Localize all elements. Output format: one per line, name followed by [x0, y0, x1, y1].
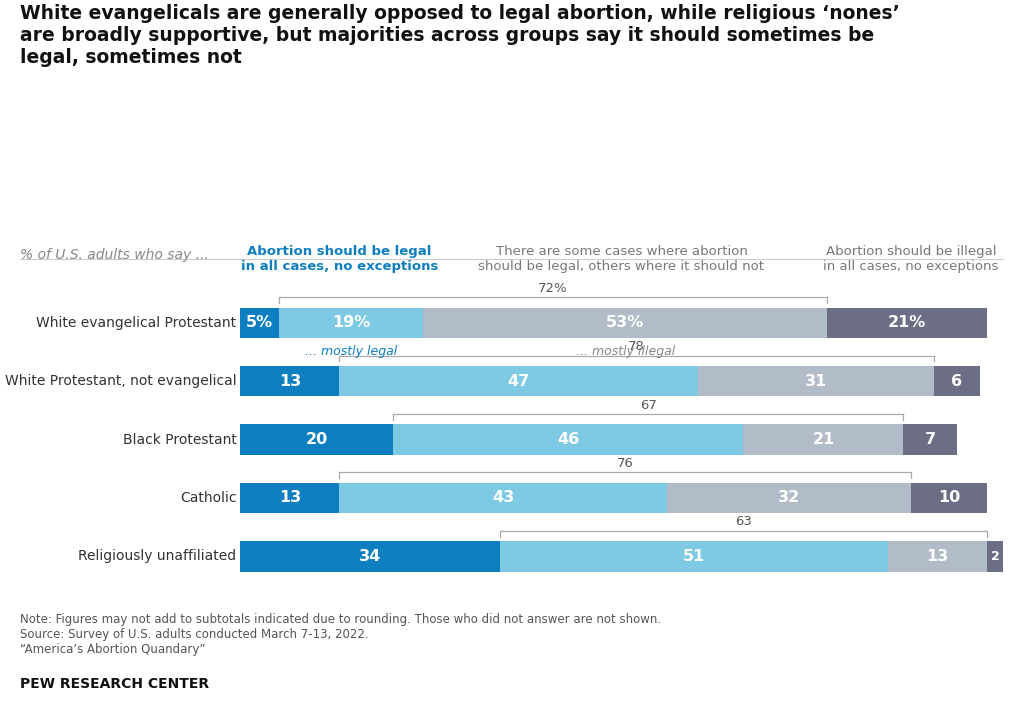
Text: Religiously unaffiliated: Religiously unaffiliated	[79, 549, 236, 564]
Text: 43: 43	[492, 491, 515, 506]
Bar	[888, 541, 987, 571]
Bar	[424, 308, 828, 338]
Bar	[340, 366, 698, 396]
Bar	[278, 308, 424, 338]
Text: 67: 67	[639, 398, 657, 411]
Text: 20: 20	[306, 432, 327, 447]
Text: 6: 6	[951, 374, 963, 389]
Bar	[828, 308, 987, 338]
Text: 13: 13	[927, 549, 949, 564]
Text: 46: 46	[557, 432, 579, 447]
Bar	[744, 425, 903, 454]
Text: 2: 2	[990, 550, 999, 563]
Text: There are some cases where abortion
should be legal, others where it should not: There are some cases where abortion shou…	[479, 245, 764, 272]
Text: 53%: 53%	[607, 316, 644, 330]
Bar	[240, 483, 340, 513]
Text: 47: 47	[507, 374, 530, 389]
Text: Abortion should be illegal
in all cases, no exceptions: Abortion should be illegal in all cases,…	[824, 245, 998, 272]
Bar	[240, 541, 499, 571]
Bar	[499, 541, 888, 571]
Bar	[340, 483, 667, 513]
Text: 76: 76	[617, 457, 633, 470]
Text: 63: 63	[735, 515, 752, 528]
Bar	[667, 483, 911, 513]
Bar	[903, 425, 957, 454]
Text: 34: 34	[359, 549, 382, 564]
Text: ... mostly illegal: ... mostly illegal	[576, 345, 675, 358]
Text: 21: 21	[812, 432, 835, 447]
Bar	[934, 366, 980, 396]
Text: % of U.S. adults who say ...: % of U.S. adults who say ...	[20, 248, 210, 262]
Text: PEW RESEARCH CENTER: PEW RESEARCH CENTER	[20, 677, 210, 691]
Bar	[240, 308, 278, 338]
Text: White Protestant, not evangelical: White Protestant, not evangelical	[5, 374, 236, 389]
Bar	[911, 483, 987, 513]
Bar	[240, 366, 340, 396]
Text: White evangelicals are generally opposed to legal abortion, while religious ‘non: White evangelicals are generally opposed…	[20, 4, 900, 67]
Text: 7: 7	[925, 432, 936, 447]
Text: ... mostly legal: ... mostly legal	[305, 345, 397, 358]
Text: 13: 13	[279, 491, 301, 506]
Bar	[698, 366, 934, 396]
Text: 78: 78	[628, 340, 646, 353]
Text: 72%: 72%	[538, 281, 568, 295]
Text: 51: 51	[682, 549, 705, 564]
Text: Abortion should be legal
in all cases, no exceptions: Abortion should be legal in all cases, n…	[240, 245, 438, 272]
Text: 5%: 5%	[246, 316, 273, 330]
Text: 31: 31	[805, 374, 827, 389]
Bar	[393, 425, 744, 454]
Text: 32: 32	[779, 491, 800, 506]
Text: 13: 13	[279, 374, 301, 389]
Text: Black Protestant: Black Protestant	[123, 432, 236, 447]
Bar	[987, 541, 1003, 571]
Text: 10: 10	[938, 491, 961, 506]
Text: 19%: 19%	[331, 316, 370, 330]
Text: Catholic: Catholic	[180, 491, 236, 505]
Text: White evangelical Protestant: White evangelical Protestant	[37, 316, 236, 330]
Text: 21%: 21%	[888, 316, 927, 330]
Bar	[240, 425, 393, 454]
Text: Note: Figures may not add to subtotals indicated due to rounding. Those who did : Note: Figures may not add to subtotals i…	[20, 613, 662, 657]
